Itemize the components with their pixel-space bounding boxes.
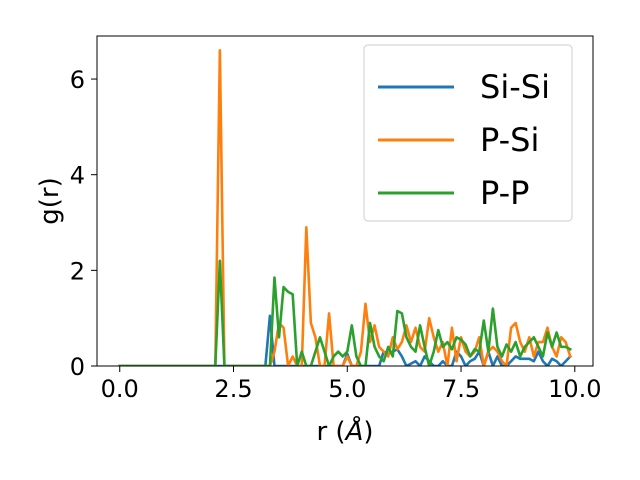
plot-frame bbox=[96, 35, 594, 367]
legend-label-p-si: P-Si bbox=[480, 121, 539, 159]
y-tick-label: 0 bbox=[70, 353, 85, 381]
series-line-p-si bbox=[118, 49, 572, 366]
legend-label-p-p: P-P bbox=[480, 174, 529, 212]
x-tick-label: 0.0 bbox=[101, 375, 139, 403]
ticks-layer: 0.0 2.5 5.0 7.5 10.0 0 2 4 6 bbox=[70, 66, 602, 403]
y-tick-label: 6 bbox=[70, 66, 85, 94]
series-line-p-p bbox=[118, 259, 573, 366]
x-axis-label: r (Å) bbox=[316, 415, 373, 447]
legend: Si-Si P-Si P-P bbox=[363, 44, 573, 222]
legend-label-si-si: Si-Si bbox=[480, 68, 550, 106]
x-tick-label: 2.5 bbox=[214, 375, 252, 403]
x-tick-label: 7.5 bbox=[442, 375, 480, 403]
x-tick-label: 5.0 bbox=[328, 375, 366, 403]
y-axis-label: g(r) bbox=[35, 177, 65, 224]
x-tick-label: 10.0 bbox=[548, 375, 601, 403]
y-tick-label: 2 bbox=[70, 257, 85, 285]
y-tick-label: 4 bbox=[70, 162, 85, 190]
series-layer bbox=[118, 49, 573, 366]
legend-box bbox=[363, 44, 573, 222]
